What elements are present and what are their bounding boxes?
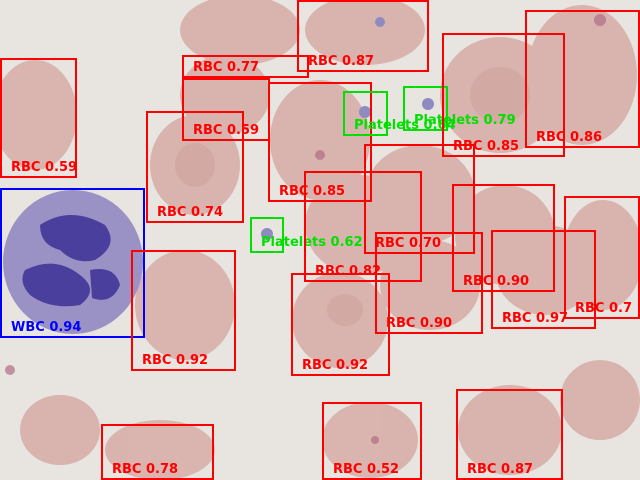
detection-box-rbc: RBC 0.90 bbox=[375, 232, 483, 334]
detection-label: RBC 0.90 bbox=[386, 316, 453, 331]
detection-box-rbc: RBC 0.85 bbox=[442, 33, 565, 157]
detection-label: RBC 0.7 bbox=[575, 301, 633, 316]
detection-box-rbc: RBC 0.92 bbox=[131, 250, 236, 371]
detection-box-rbc: RBC 0.59 bbox=[0, 58, 77, 178]
detection-box-rbc: RBC 0.87 bbox=[456, 389, 563, 480]
detection-box-rbc: RBC 0.77 bbox=[182, 55, 309, 78]
detection-box-wbc: WBC 0.94 bbox=[0, 188, 145, 338]
detection-box-platelets: Platelets 0.64 bbox=[343, 91, 456, 136]
detection-label: RBC 0.85 bbox=[279, 184, 346, 199]
detection-label: RBC 0.90 bbox=[463, 274, 530, 289]
detection-label: RBC 0.87 bbox=[308, 54, 375, 69]
detection-box-platelets: Platelets 0.62 bbox=[250, 217, 363, 253]
detection-box-rbc: RBC 0.7 bbox=[564, 196, 640, 319]
detection-label: RBC 0.86 bbox=[536, 130, 603, 145]
detection-label: RBC 0.77 bbox=[193, 60, 260, 75]
detection-label: RBC 0.78 bbox=[112, 462, 179, 477]
detection-label: RBC 0.85 bbox=[453, 139, 520, 154]
detection-label: WBC 0.94 bbox=[11, 320, 82, 335]
detection-label: RBC 0.59 bbox=[11, 160, 78, 175]
detection-label: RBC 0.92 bbox=[142, 353, 209, 368]
detection-label: RBC 0.92 bbox=[302, 358, 369, 373]
detection-box-rbc: RBC 0.87 bbox=[297, 0, 429, 72]
detection-box-rbc: RBC 0.90 bbox=[452, 184, 555, 292]
detection-box-rbc: RBC 0.86 bbox=[525, 10, 640, 148]
detection-box-rbc: RBC 0.52 bbox=[322, 402, 422, 480]
detection-label: Platelets 0.79 bbox=[414, 113, 516, 128]
detection-box-rbc: RBC 0.85 bbox=[268, 82, 372, 202]
detection-label: Platelets 0.62 bbox=[261, 235, 363, 250]
detection-box-platelets: Platelets 0.79 bbox=[403, 86, 516, 131]
detection-box-rbc: RBC 0.97 bbox=[491, 230, 596, 329]
detection-label: RBC 0.87 bbox=[467, 462, 534, 477]
detection-box-rbc: RBC 0.70 bbox=[364, 144, 475, 254]
detection-box-rbc: RBC 0.78 bbox=[101, 424, 214, 480]
detection-label: RBC 0.74 bbox=[157, 205, 224, 220]
detection-box-rbc: RBC 0.74 bbox=[146, 111, 244, 223]
detection-label: RBC 0.70 bbox=[375, 236, 442, 251]
detection-label: RBC 0.52 bbox=[333, 462, 400, 477]
detection-box-rbc: RBC 0.92 bbox=[291, 273, 390, 376]
detection-label: RBC 0.97 bbox=[502, 311, 569, 326]
